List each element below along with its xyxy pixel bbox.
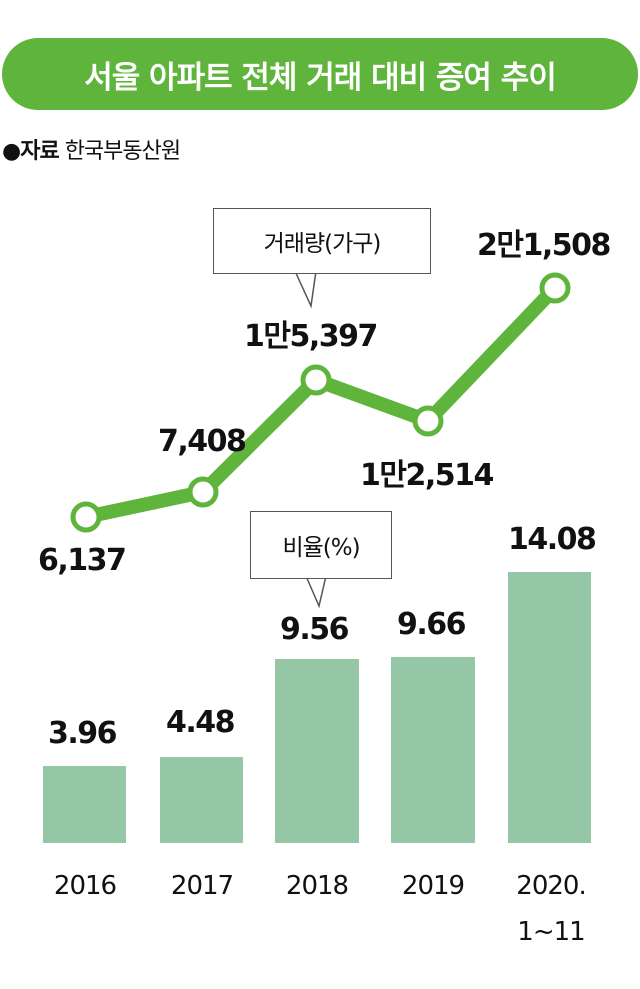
point-2019 (412, 405, 444, 437)
bar-2020 (508, 572, 591, 843)
line-label-2020: 2만1,508 (477, 228, 611, 263)
point-2017 (187, 476, 219, 508)
bar-legend-callout: 비율(%) (250, 511, 392, 579)
point-2018 (300, 364, 332, 396)
source-label: 자료 (20, 139, 59, 164)
bar-2017 (160, 757, 243, 843)
bar-label-2017: 4.48 (166, 705, 236, 740)
line-label-2018: 1만5,397 (244, 319, 378, 354)
bullet-icon: ● (2, 139, 21, 164)
bar-legend-label: 비율(%) (282, 535, 360, 561)
source-name: 한국부동산원 (64, 139, 181, 164)
bar-label-2020: 14.08 (508, 522, 597, 557)
source-note: ●자료 한국부동산원 (2, 133, 181, 165)
line-label-2016: 6,137 (38, 543, 127, 578)
chart-title: 서울 아파트 전체 거래 대비 증여 추이 (84, 59, 557, 96)
bar-label-2016: 3.96 (48, 716, 118, 751)
line-label-2019: 1만2,514 (360, 458, 494, 493)
line-legend-label: 거래량(가구) (263, 231, 382, 257)
x-tick-2016: 2016 (53, 871, 117, 901)
bar-2016 (43, 766, 126, 843)
bar-label-2019: 9.66 (397, 607, 467, 642)
x-tick-2019: 2019 (401, 871, 465, 901)
line-label-2017: 7,408 (158, 424, 247, 459)
bar-2018 (275, 659, 359, 843)
point-2016 (70, 501, 102, 533)
bar-2019 (391, 657, 475, 843)
x-tick-2020: 2020. 1~11 (516, 871, 586, 947)
chart-title-banner: 서울 아파트 전체 거래 대비 증여 추이 (2, 38, 638, 110)
x-tick-2017: 2017 (170, 871, 234, 901)
bar-label-2018: 9.56 (280, 612, 350, 647)
x-tick-2018: 2018 (285, 871, 349, 901)
line-legend-callout: 거래량(가구) (213, 208, 431, 274)
point-2020 (539, 272, 571, 304)
